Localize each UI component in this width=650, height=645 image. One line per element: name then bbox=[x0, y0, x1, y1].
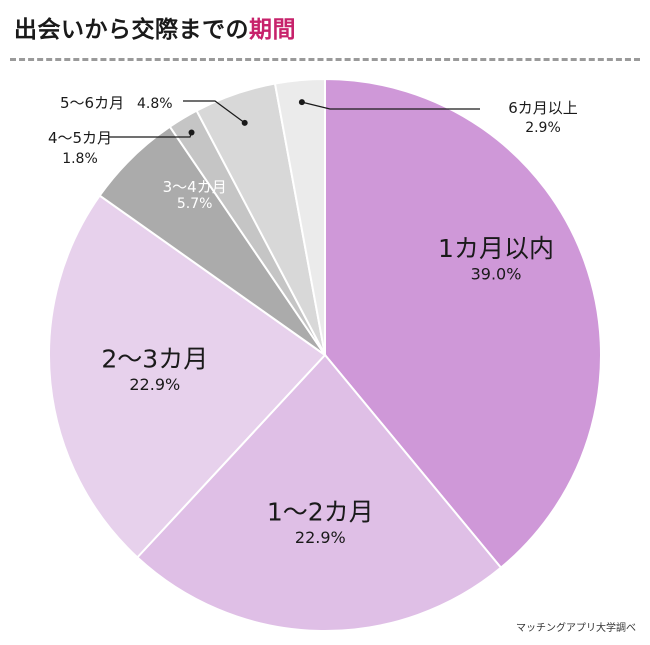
slice-value-3: 22.9% bbox=[129, 375, 180, 394]
slice-value-7: 2.9% bbox=[525, 120, 561, 136]
pie-slices bbox=[48, 77, 602, 632]
slice-label-7: 6カ月以上 bbox=[508, 99, 578, 117]
slice-labels: 1カ月以内39.0%1〜2カ月22.9%2〜3カ月22.9%3〜4カ月5.7%4… bbox=[48, 94, 578, 547]
chart-title: 出会いから交際までの期間 bbox=[14, 10, 296, 44]
slice-label-3: 2〜3カ月 bbox=[101, 345, 208, 374]
slice-value-6: 4.8% bbox=[137, 96, 173, 112]
slice-value-1: 39.0% bbox=[471, 264, 522, 283]
chart-title-accent: 期間 bbox=[249, 17, 296, 43]
leader-dot-5 bbox=[188, 129, 195, 136]
slice-label-5: 4〜5カ月 bbox=[48, 129, 112, 147]
slice-value-5: 1.8% bbox=[62, 151, 98, 167]
leader-line-7 bbox=[301, 101, 480, 110]
pie-slice-7 bbox=[273, 77, 326, 356]
slice-label-1: 1カ月以内 bbox=[438, 234, 554, 263]
slice-value-2: 22.9% bbox=[295, 528, 346, 547]
pie-slice-2 bbox=[135, 353, 503, 632]
slice-label-4: 3〜4カ月 bbox=[163, 178, 227, 196]
title-divider bbox=[10, 58, 640, 61]
slice-label-6: 5〜6カ月 bbox=[60, 94, 124, 112]
pie-slice-1 bbox=[324, 77, 602, 570]
slice-value-4: 5.7% bbox=[177, 196, 213, 212]
leader-dot-6 bbox=[241, 119, 248, 126]
leader-line-6 bbox=[183, 100, 246, 124]
slice-label-2: 1〜2カ月 bbox=[267, 498, 374, 527]
pie-slice-3 bbox=[48, 194, 327, 559]
leader-lines bbox=[108, 99, 480, 138]
chart-title-main: 出会いから交際までの bbox=[14, 17, 249, 43]
leader-dot-7 bbox=[298, 99, 305, 106]
source-note: マッチングアプリ大学調べ bbox=[516, 623, 636, 634]
